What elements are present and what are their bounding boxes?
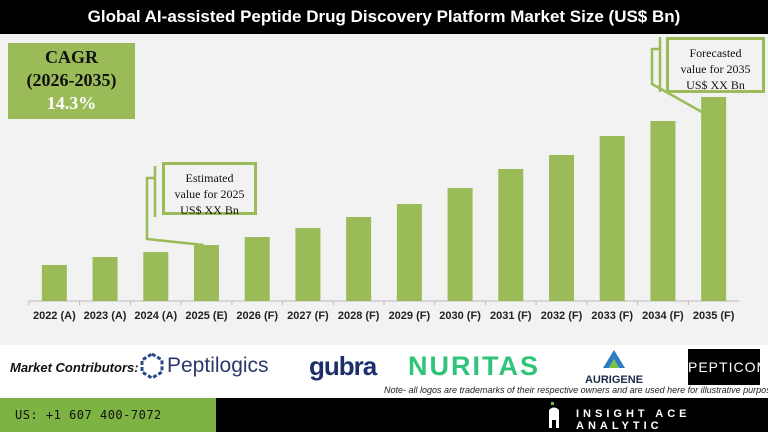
callout-line: US$ XX Bn bbox=[686, 78, 745, 92]
logo-gubra: gubra bbox=[309, 351, 377, 381]
bar-2022 bbox=[41, 265, 67, 301]
trademark-note: Note- all logos are trademarks of their … bbox=[384, 385, 768, 395]
x-tick-label: 2023 (A) bbox=[84, 310, 127, 322]
callout-line: Forecasted bbox=[689, 46, 742, 60]
callout-forecasted-2035: Forecasted value for 2035 US$ XX Bn bbox=[666, 37, 765, 93]
hexagon-icon bbox=[140, 352, 164, 380]
logo-text: Peptilogics bbox=[167, 354, 269, 377]
x-tick-label: 2030 (F) bbox=[439, 310, 481, 322]
callout-line: value for 2025 bbox=[174, 187, 245, 201]
logo-peptilogics: Peptilogics bbox=[140, 351, 269, 381]
x-tick-label: 2031 (F) bbox=[490, 310, 532, 322]
cagr-label: CAGR bbox=[45, 47, 98, 67]
brand-name: INSIGHT ACE ANALYTIC bbox=[576, 408, 691, 432]
callout-estimated-2025: Estimated value for 2025 US$ XX Bn bbox=[162, 162, 257, 217]
x-tick-label: 2034 (F) bbox=[642, 310, 684, 322]
bar-2032 bbox=[549, 155, 574, 301]
callout-line: Estimated bbox=[185, 171, 234, 185]
x-tick-label: 2027 (F) bbox=[287, 310, 329, 322]
callout-leader-2025 bbox=[145, 176, 204, 247]
logo-aurigene: AURIGENE bbox=[576, 349, 652, 386]
callout-line: value for 2035 bbox=[680, 62, 751, 76]
callout-leader-2035 bbox=[650, 47, 705, 115]
bar-2034 bbox=[650, 121, 676, 301]
x-tick-label: 2035 (F) bbox=[693, 310, 735, 322]
x-tick-label: 2033 (F) bbox=[591, 310, 633, 322]
bar-2028 bbox=[346, 217, 372, 301]
phone-number: US: +1 607 400-7072 bbox=[0, 398, 216, 432]
x-tick-label: 2026 (F) bbox=[236, 310, 278, 322]
contributors-label: Market Contributors: bbox=[10, 360, 139, 375]
logo-pepticom: PEPTICOM bbox=[688, 349, 768, 385]
x-tick-label: 2028 (F) bbox=[338, 310, 380, 322]
x-tick-label: 2029 (F) bbox=[389, 310, 431, 322]
cagr-period: (2026-2035) bbox=[26, 70, 117, 90]
x-tick-label: 2024 (A) bbox=[134, 310, 177, 322]
cagr-box: CAGR (2026-2035) 14.3% bbox=[8, 43, 135, 119]
bar-chart: 2022 (A) 2023 (A) 2024 (A) 2025 (E) 2026 (F)… bbox=[28, 37, 739, 322]
chart-title: Global AI-assisted Peptide Drug Discover… bbox=[0, 0, 768, 34]
x-tick-label: 2032 (F) bbox=[541, 310, 583, 322]
bar-2030 bbox=[447, 188, 473, 301]
logo-nuritas: NURITAS bbox=[408, 351, 540, 381]
bar-2035 bbox=[701, 97, 727, 301]
cagr-value: 14.3% bbox=[46, 93, 97, 113]
bar-2029 bbox=[396, 204, 422, 301]
callout-line: US$ XX Bn bbox=[180, 203, 239, 217]
x-tick-label: 2025 (E) bbox=[185, 310, 228, 322]
logo-text: AURIGENE bbox=[584, 374, 644, 386]
bar-2027 bbox=[295, 228, 321, 301]
x-tick-label: 2022 (A) bbox=[33, 310, 76, 322]
aurigene-mark-icon bbox=[603, 350, 625, 368]
bar-2031 bbox=[498, 169, 524, 301]
brand-logo-icon bbox=[549, 402, 559, 428]
bar-2023 bbox=[92, 257, 118, 301]
bar-2024 bbox=[143, 252, 169, 301]
chart-area: 2022 (A) 2023 (A) 2024 (A) 2025 (E) 2026 (F)… bbox=[0, 34, 768, 345]
footer-bar bbox=[216, 398, 768, 432]
bar-2026 bbox=[244, 237, 270, 301]
contributors-strip: Market Contributors: Peptilogics gubra N… bbox=[0, 345, 768, 398]
bar-2033 bbox=[599, 136, 625, 301]
bar-2025 bbox=[194, 245, 219, 301]
